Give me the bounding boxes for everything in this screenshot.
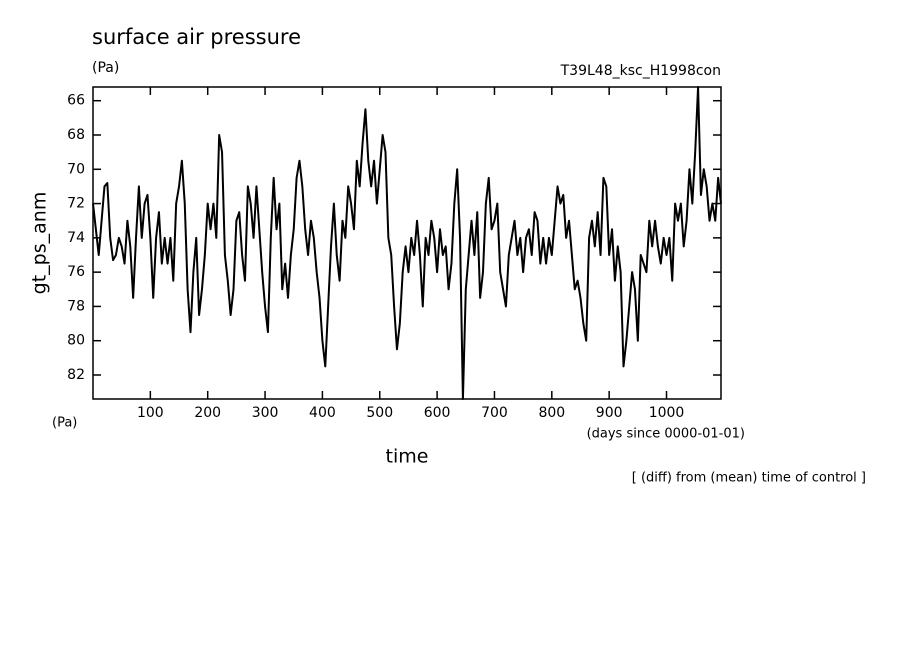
x-tick-label: 700 <box>481 405 508 421</box>
experiment: T39L48_ksc_H1998con <box>560 63 721 79</box>
x-tick-label: 900 <box>596 405 623 421</box>
x-tick-label: 200 <box>194 405 221 421</box>
y-tick-label: 72 <box>67 196 85 212</box>
units-top: (Pa) <box>92 60 119 76</box>
x-axis-label: time <box>386 446 429 468</box>
y-tick-label: 66 <box>67 93 85 109</box>
data-line <box>92 86 722 400</box>
y-tick-label: 82 <box>67 367 85 383</box>
chart-title: surface air pressure <box>92 25 301 49</box>
y-axis-label: gt_ps_anm <box>29 192 51 295</box>
x-units: (days since 0000-01-01) <box>587 427 745 442</box>
plot-frame <box>92 86 722 400</box>
x-tick-label: 500 <box>366 405 393 421</box>
x-tick-label: 1000 <box>649 405 685 421</box>
y-tick-label: 68 <box>67 127 85 143</box>
x-tick-label: 400 <box>309 405 336 421</box>
units-bottom: (Pa) <box>52 416 77 431</box>
y-tick-label: 80 <box>67 333 85 349</box>
y-tick-label: 76 <box>67 264 85 280</box>
x-tick-label: 100 <box>137 405 164 421</box>
x-tick-label: 300 <box>252 405 279 421</box>
y-tick-label: 74 <box>67 230 85 246</box>
note: [ (diff) from (mean) time of control ] <box>632 471 866 486</box>
x-tick-label: 600 <box>424 405 451 421</box>
y-tick-label: 78 <box>67 298 85 314</box>
y-tick-label: 70 <box>67 161 85 177</box>
x-tick-label: 800 <box>538 405 565 421</box>
